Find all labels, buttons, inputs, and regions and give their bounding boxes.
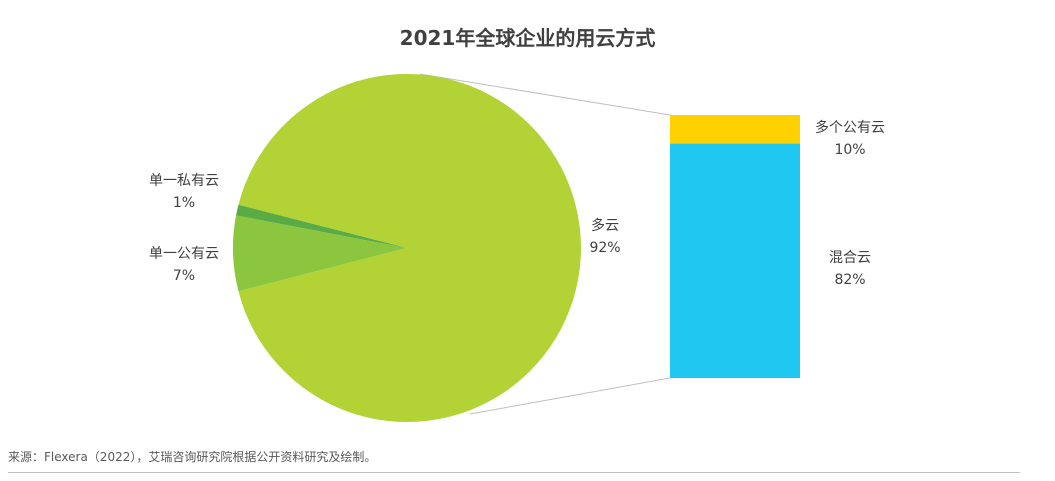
pie-chart bbox=[233, 73, 582, 423]
bar-label-name-0: 多个公有云 bbox=[815, 119, 885, 136]
bar-label-name-1: 混合云 bbox=[829, 250, 871, 266]
source-note: 来源：Flexera（2022），艾瑞咨询研究院根据公开资料研究及绘制。 bbox=[8, 450, 377, 464]
pie-label-name-1: 单一公有云 bbox=[149, 246, 219, 262]
connector-line-bottom bbox=[469, 377, 671, 415]
pie-slice-0 bbox=[238, 73, 582, 423]
pie-label-name-0: 多云 bbox=[591, 217, 619, 234]
bar-of-pie bbox=[670, 115, 800, 378]
pie-label-value-1: 7% bbox=[173, 268, 195, 284]
bar-label-value-0: 10% bbox=[834, 142, 865, 158]
bar-segment-1 bbox=[670, 143, 800, 378]
chart-title: 2021年全球企业的用云方式 bbox=[399, 26, 656, 50]
data-labels: 多云 92% 单一公有云 7% 单一私有云 1% 多个公有云 10% 混合云 82% bbox=[149, 119, 885, 288]
pie-slice-1 bbox=[233, 215, 407, 292]
pie-label-value-0: 92% bbox=[589, 240, 620, 256]
bar-label-value-1: 82% bbox=[834, 272, 865, 288]
connector-line-top bbox=[419, 73, 671, 116]
connector-lines bbox=[419, 73, 671, 415]
pie-slice-2 bbox=[236, 204, 407, 248]
bottom-divider bbox=[8, 472, 1020, 473]
pie-label-name-2: 单一私有云 bbox=[149, 173, 219, 189]
pie-label-value-2: 1% bbox=[173, 195, 195, 211]
bar-segment-0 bbox=[670, 115, 800, 144]
